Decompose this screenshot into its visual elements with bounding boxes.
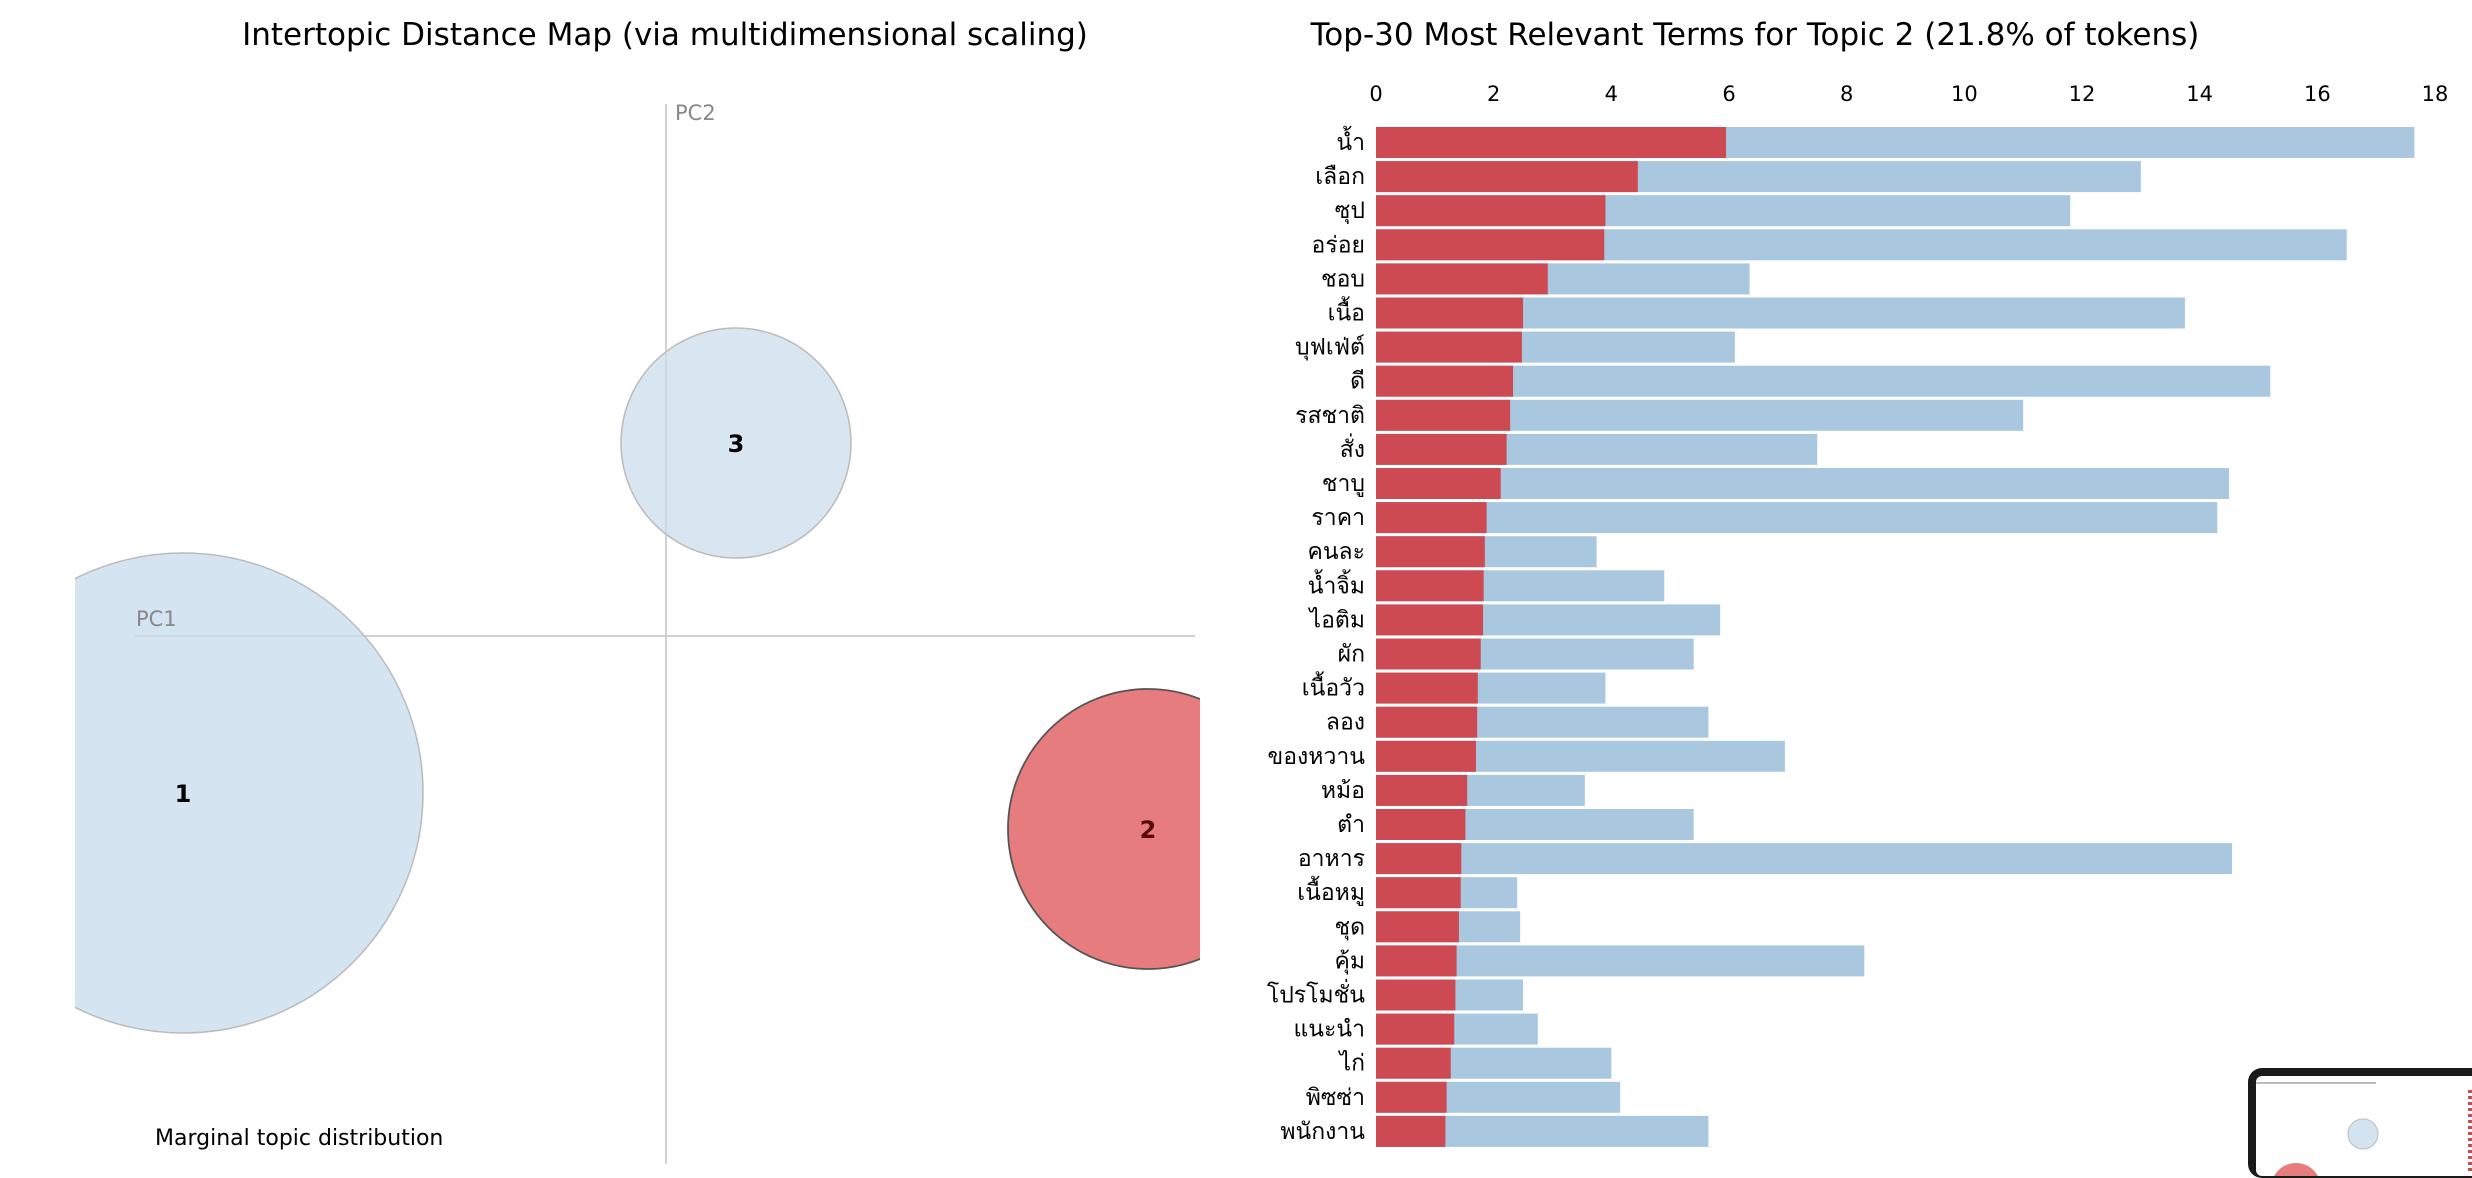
term-label[interactable]: แนะนำ xyxy=(1293,1017,1365,1043)
topic-circle-1[interactable] xyxy=(0,552,424,1034)
term-label[interactable]: ผัก xyxy=(1338,642,1365,668)
topic-frequency-bar[interactable] xyxy=(1376,229,1605,261)
topic-frequency-bar[interactable] xyxy=(1376,263,1548,295)
topic-label-1: 1 xyxy=(175,780,192,808)
topic-circle-2[interactable] xyxy=(1007,688,1288,970)
term-label[interactable]: อร่อย xyxy=(1312,232,1365,258)
term-label[interactable]: น้ำ xyxy=(1336,126,1365,156)
term-bar-chart: Top-30 Most Relevant Terms for Topic 2 (… xyxy=(1267,17,2448,1147)
x-ticks: 0 2 4 6 8 10 12 14 16 18 xyxy=(1369,82,2448,106)
term-label[interactable]: เลือก xyxy=(1315,164,1365,190)
bar-chart-title: Top-30 Most Relevant Terms for Topic 2 (… xyxy=(1310,17,2200,53)
term-label[interactable]: ชาบู xyxy=(1322,471,1365,497)
x-tick-label: 10 xyxy=(1951,82,1978,106)
topic-frequency-bar[interactable] xyxy=(1376,979,1456,1011)
topic-frequency-bar[interactable] xyxy=(1376,331,1522,363)
topic-frequency-bar[interactable] xyxy=(1376,774,1468,806)
topic-frequency-bar[interactable] xyxy=(1376,365,1514,397)
term-label[interactable]: ดี xyxy=(1350,369,1365,395)
term-label[interactable]: รสชาติ xyxy=(1295,403,1365,429)
topic-frequency-bar[interactable] xyxy=(1376,740,1477,772)
term-label[interactable]: ชอบ xyxy=(1321,266,1365,292)
term-label[interactable]: พิซซ่า xyxy=(1306,1085,1365,1111)
x-tick-label: 2 xyxy=(1487,82,1500,106)
overall-frequency-bar[interactable] xyxy=(1376,945,1865,977)
topic-frequency-bar[interactable] xyxy=(1376,672,1478,704)
overall-frequency-bar[interactable] xyxy=(1376,843,2233,875)
thumbnail-preview xyxy=(2256,1076,2472,1176)
term-label[interactable]: ซุป xyxy=(1335,198,1365,224)
topic-frequency-bar[interactable] xyxy=(1376,604,1484,636)
topic-frequency-bar[interactable] xyxy=(1376,638,1481,670)
topic-frequency-bar[interactable] xyxy=(1376,706,1478,738)
window-thumbnail[interactable] xyxy=(2248,1068,2472,1178)
term-label[interactable]: ชุด xyxy=(1334,914,1365,940)
term-label[interactable]: โปรโมชั่น xyxy=(1267,979,1365,1009)
topic-frequency-bar[interactable] xyxy=(1376,1013,1455,1045)
topic-frequency-bar[interactable] xyxy=(1376,127,1727,158)
topic-frequency-bar[interactable] xyxy=(1376,1047,1451,1079)
term-label[interactable]: พนักงาน xyxy=(1280,1119,1365,1145)
topic-frequency-bar[interactable] xyxy=(1376,945,1457,977)
topic-circle-3[interactable] xyxy=(620,327,852,559)
x-tick-label: 8 xyxy=(1840,82,1853,106)
overall-frequency-bar[interactable] xyxy=(1376,468,2230,499)
topic-label-2: 2 xyxy=(1140,816,1157,844)
term-label[interactable]: ราคา xyxy=(1311,505,1365,531)
topic-frequency-bar[interactable] xyxy=(1376,1115,1446,1147)
topic-frequency-bar[interactable] xyxy=(1376,468,1501,499)
x-tick-label: 16 xyxy=(2304,82,2331,106)
topic-frequency-bar[interactable] xyxy=(1376,911,1459,943)
term-label[interactable]: หม้อ xyxy=(1321,778,1365,804)
term-label[interactable]: เนื้อหมู xyxy=(1297,876,1365,906)
term-label[interactable]: คุ้ม xyxy=(1334,948,1365,974)
x-tick-label: 0 xyxy=(1369,82,1382,106)
topic-frequency-bar[interactable] xyxy=(1376,297,1524,329)
pc1-label: PC1 xyxy=(136,607,177,631)
legend-title: Marginal topic distribution xyxy=(155,1126,443,1151)
term-label[interactable]: เนื้อ xyxy=(1328,297,1365,327)
topic-frequency-bar[interactable] xyxy=(1376,536,1485,568)
intertopic-map: Intertopic Distance Map (via multidimens… xyxy=(0,17,1288,1164)
bars xyxy=(1376,127,2415,1147)
topic-frequency-bar[interactable] xyxy=(1376,433,1507,465)
term-label[interactable]: คนละ xyxy=(1307,539,1365,565)
topic-frequency-bar[interactable] xyxy=(1376,195,1606,227)
x-tick-label: 18 xyxy=(2422,82,2449,106)
term-label[interactable]: สั่ง xyxy=(1340,433,1365,463)
term-label[interactable]: ไอติม xyxy=(1308,606,1365,633)
topic-frequency-bar[interactable] xyxy=(1376,809,1466,840)
x-tick-label: 4 xyxy=(1605,82,1618,106)
topic-frequency-bar[interactable] xyxy=(1376,877,1461,909)
term-label[interactable]: ไก่ xyxy=(1338,1050,1366,1077)
term-label[interactable]: บุฟเฟ่ต์ xyxy=(1295,334,1365,361)
x-tick-label: 6 xyxy=(1722,82,1735,106)
term-label[interactable]: น้ำจิ้ม xyxy=(1308,569,1365,599)
topic-frequency-bar[interactable] xyxy=(1376,570,1484,602)
topic-frequency-bar[interactable] xyxy=(1376,399,1511,431)
x-tick-label: 14 xyxy=(2186,82,2213,106)
term-label[interactable]: ตำ xyxy=(1337,812,1365,838)
term-label[interactable]: ลอง xyxy=(1326,710,1365,736)
map-title: Intertopic Distance Map (via multidimens… xyxy=(242,17,1088,53)
topic-frequency-bar[interactable] xyxy=(1376,1081,1447,1113)
term-label[interactable]: อาหาร xyxy=(1298,846,1365,872)
topic-frequency-bar[interactable] xyxy=(1376,502,1487,534)
topic-frequency-bar[interactable] xyxy=(1376,161,1638,193)
term-label[interactable]: ของหวาน xyxy=(1268,744,1366,770)
overall-frequency-bar[interactable] xyxy=(1376,365,2271,397)
overall-frequency-bar[interactable] xyxy=(1376,502,2218,534)
x-tick-label: 12 xyxy=(2069,82,2096,106)
topic-frequency-bar[interactable] xyxy=(1376,843,1462,875)
topic-label-3: 3 xyxy=(728,430,745,458)
term-labels: น้ำเลือกซุปอร่อยชอบเนื้อบุฟเฟ่ต์ดีรสชาติ… xyxy=(1267,126,1365,1145)
term-label[interactable]: เนื้อวัว xyxy=(1302,672,1365,702)
pc2-label: PC2 xyxy=(675,101,716,125)
